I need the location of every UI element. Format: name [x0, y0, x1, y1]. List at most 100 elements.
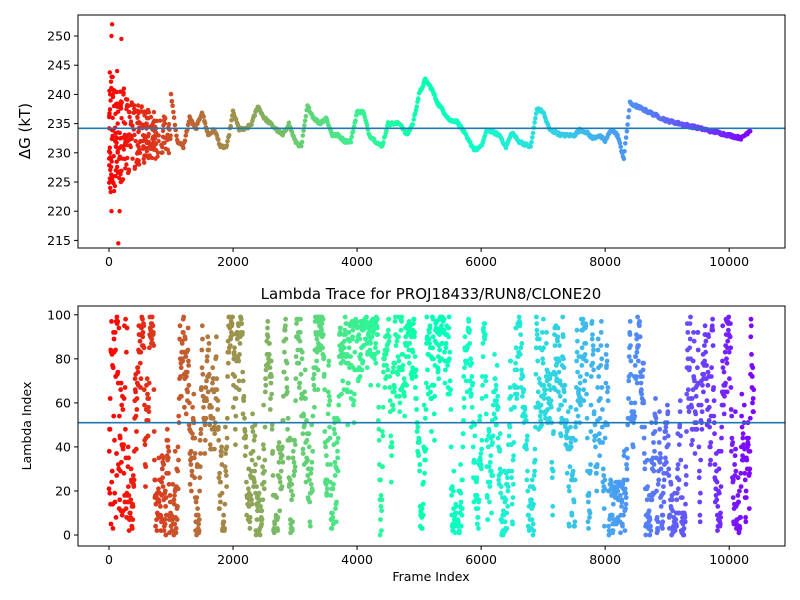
lambda-point [132, 376, 138, 382]
delta-g-point [224, 143, 230, 148]
lambda-point [719, 435, 724, 441]
lambda-point [574, 327, 580, 333]
lambda-y-axis-label: Lambda Index [19, 382, 34, 471]
lambda-point [469, 374, 475, 379]
lambda-point [423, 407, 429, 412]
lambda-point [376, 426, 382, 432]
lambda-point [691, 338, 697, 344]
lambda-point [265, 334, 271, 340]
delta-g-point [107, 111, 112, 116]
lambda-point [146, 380, 152, 386]
lambda-point [560, 314, 566, 320]
lambda-point [537, 413, 543, 419]
delta-g-point [108, 178, 113, 184]
lambda-point [332, 473, 338, 478]
lambda-point [651, 462, 657, 467]
delta-g-point [300, 133, 306, 138]
lambda-point [267, 341, 272, 346]
lambda-point [507, 424, 513, 430]
lambda-point [658, 455, 664, 461]
lambda-point [298, 316, 303, 322]
lambda-point [447, 356, 452, 362]
lambda-point [292, 464, 298, 470]
delta-g-point [111, 154, 116, 159]
delta-g-point [113, 174, 118, 179]
lambda-point [122, 385, 128, 390]
lambda-point [594, 462, 600, 467]
lambda-point [598, 330, 604, 335]
lambda-point [649, 497, 655, 503]
lambda-point [183, 411, 189, 417]
lambda-point [351, 398, 357, 404]
lambda-point [277, 508, 283, 514]
lambda-point [666, 466, 672, 472]
lambda-point [487, 499, 492, 505]
lambda-point [482, 321, 488, 326]
delta-g-point [302, 118, 308, 124]
lambda-point [412, 334, 417, 340]
lambda-point [497, 448, 503, 454]
lambda-point [167, 493, 173, 498]
lambda-point [584, 391, 589, 397]
delta-g-point [252, 113, 258, 118]
lambda-point [222, 526, 228, 531]
lambda-point [599, 356, 605, 362]
lambda-point [738, 515, 743, 520]
lambda-point [466, 319, 472, 324]
lambda-point [480, 382, 485, 388]
lambda-point [483, 411, 489, 417]
lambda-point [728, 321, 733, 326]
lambda-point [175, 444, 181, 450]
lambda-point [252, 468, 257, 474]
lambda-point [296, 385, 302, 390]
lambda-point [236, 378, 242, 384]
delta-g-point [350, 129, 356, 134]
lambda-point [368, 382, 374, 388]
lambda-point [538, 402, 544, 408]
lambda-point [475, 506, 481, 511]
lambda-point [321, 371, 327, 377]
lambda-point [469, 404, 475, 410]
lambda-point [181, 314, 187, 320]
lambda-point [319, 321, 325, 326]
lambda-point [230, 404, 236, 410]
delta-g-point [348, 139, 354, 145]
delta-g-point [132, 166, 137, 171]
delta-g-point [168, 91, 174, 97]
lambda-point [742, 470, 748, 476]
lambda-point [622, 528, 628, 533]
lambda-point [202, 451, 208, 456]
lambda-point [166, 470, 171, 476]
lambda-point [531, 501, 536, 507]
lambda-point [711, 385, 716, 390]
lambda-point [739, 391, 745, 397]
lambda-point [121, 442, 126, 448]
lambda-point [205, 389, 211, 395]
delta-g-point [108, 155, 113, 160]
lambda-point [478, 462, 484, 467]
delta-g-point [119, 89, 125, 94]
lambda-point [714, 497, 720, 503]
lambda-point [189, 488, 194, 494]
lambda-point [382, 385, 388, 390]
delta-g-point [117, 175, 122, 181]
lambda-point [694, 426, 700, 432]
lambda-point [634, 349, 640, 355]
lambda-point [137, 338, 143, 344]
delta-g-points [106, 22, 753, 246]
lambda-point [602, 523, 607, 529]
lambda-point [378, 504, 384, 509]
lambda-point [710, 343, 716, 348]
lambda-point [495, 393, 501, 399]
lambda-point [581, 387, 586, 393]
lambda-point [468, 356, 474, 362]
lambda-point [437, 347, 443, 353]
lambda-point [590, 360, 596, 366]
delta-g-point [119, 168, 124, 173]
lambda-point [748, 316, 754, 322]
lambda-point [315, 387, 321, 393]
lambda-point [379, 508, 384, 514]
lambda-point [308, 481, 314, 487]
lambda-point [314, 358, 319, 364]
